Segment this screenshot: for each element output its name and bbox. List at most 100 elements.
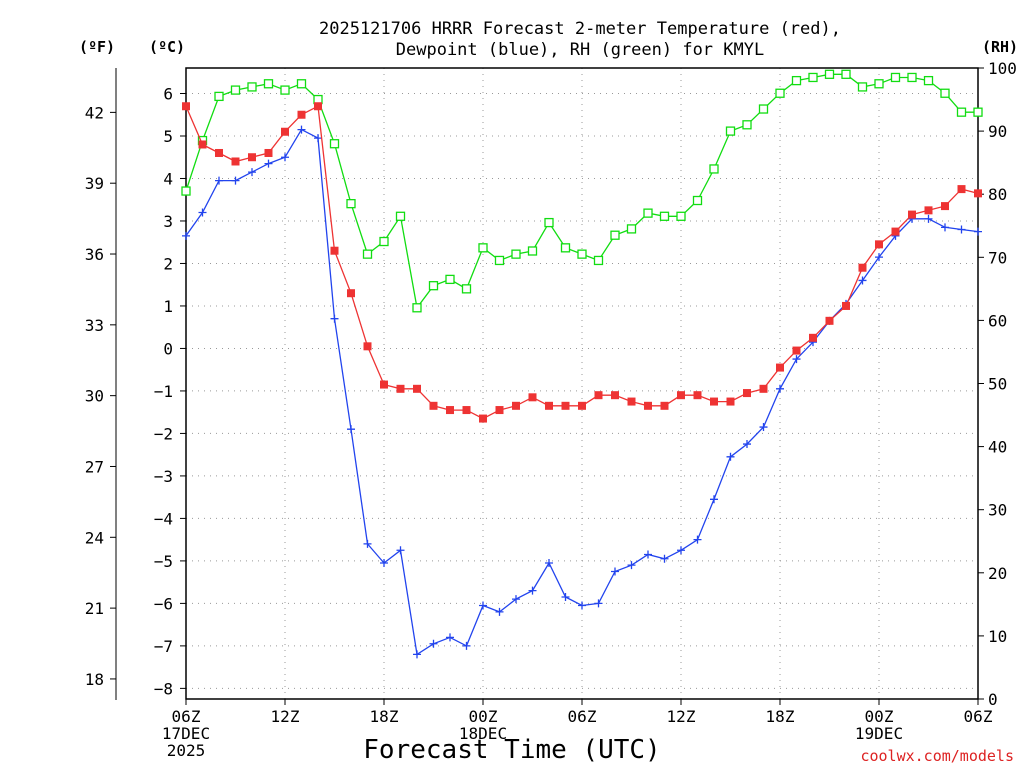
temperature-point: [512, 401, 520, 410]
rh-point: [857, 82, 868, 92]
time-tick-label: 12Z: [667, 707, 696, 726]
dewpoint-point: [941, 223, 949, 232]
dewpoint-point: [264, 159, 273, 168]
rh-point: [478, 243, 488, 253]
rh-tick-label: 80: [988, 185, 1007, 204]
rh-point: [775, 88, 785, 98]
dewpoint-point: [363, 539, 372, 548]
temperature-point: [891, 227, 900, 236]
rh-point: [692, 195, 703, 206]
temperature-point: [495, 406, 504, 415]
temperature-point: [347, 289, 355, 298]
rh-point: [742, 120, 752, 130]
temperature-point: [677, 391, 685, 400]
series-temperature: [182, 102, 982, 423]
rh-tick-label: 90: [988, 122, 1007, 141]
time-tick-label: 00Z: [469, 707, 498, 726]
celsius-tick-label: −4: [154, 509, 173, 528]
rh-point: [709, 164, 719, 174]
temperature-line: [185, 105, 979, 420]
dewpoint-point: [611, 567, 619, 576]
fahrenheit-tick-label: 33: [85, 316, 104, 335]
dewpoint-point: [792, 355, 801, 364]
rh-point: [725, 126, 736, 136]
temperature-point: [809, 333, 817, 342]
rh-point: [824, 69, 835, 79]
rh-point: [247, 82, 257, 92]
dewpoint-point: [231, 176, 240, 185]
dewpoint-point: [347, 425, 355, 434]
rh-point: [230, 85, 241, 95]
dewpoint-point: [759, 423, 768, 432]
temperature-point: [974, 189, 982, 198]
celsius-tick-label: −2: [154, 424, 173, 443]
temperature-point: [743, 389, 751, 398]
rh-point: [494, 255, 505, 266]
dewpoint-point: [578, 601, 586, 610]
temperature-point: [660, 401, 669, 410]
temperature-point: [611, 391, 619, 400]
rh-point: [659, 211, 670, 221]
dewpoint-point: [248, 168, 256, 177]
dewpoint-point: [677, 546, 685, 555]
dewpoint-point: [413, 650, 421, 659]
temperature-point: [479, 414, 487, 423]
temperature-point: [941, 202, 949, 211]
celsius-tick-label: 3: [163, 212, 173, 231]
temperature-point: [429, 401, 438, 410]
credit-label: coolwx.com/models: [860, 747, 1014, 765]
fahrenheit-tick-label: 36: [85, 245, 104, 264]
celsius-tick-label: 6: [163, 84, 173, 103]
dewpoint-point: [644, 550, 652, 559]
temperature-point: [330, 246, 339, 255]
temperature-point: [281, 127, 289, 136]
rh-unit-label: (RH): [982, 38, 1018, 56]
time-tick-label: 06Z: [568, 707, 597, 726]
temperature-point: [396, 384, 405, 393]
temperature-point: [561, 401, 570, 410]
dewpoint-point: [512, 595, 520, 604]
celsius-tick-label: 5: [163, 127, 173, 146]
celsius-unit-label: (ºC): [149, 38, 185, 56]
temperature-point: [594, 391, 603, 400]
rh-point: [511, 249, 521, 259]
time-tick-label: 19DEC: [855, 724, 903, 743]
dewpoint-point: [924, 214, 933, 223]
dewpoint-point: [314, 134, 322, 143]
temperature-point: [759, 384, 768, 393]
rh-point: [263, 79, 274, 89]
rh-point: [329, 139, 340, 149]
dewpoint-point: [858, 276, 867, 285]
rh-tick-label: 100: [988, 59, 1017, 78]
dewpoint-point: [627, 561, 636, 570]
rh-point: [296, 79, 307, 89]
rh-point: [610, 230, 620, 240]
dewpoint-point: [429, 639, 438, 648]
temperature-point: [182, 102, 190, 111]
dewpoint-point: [776, 384, 784, 393]
celsius-axis: 6 5 4 3 2 1 0 −1 −2 −3 −4 −5 −6 −7 −8: [154, 84, 186, 698]
dewpoint-point: [396, 546, 405, 555]
temperature-point: [545, 401, 553, 410]
rh-point: [280, 85, 290, 95]
temperature-point: [776, 363, 784, 372]
fahrenheit-tick-label: 21: [85, 599, 104, 618]
rh-point: [907, 72, 917, 83]
temperature-point: [710, 397, 718, 406]
time-tick-label: 12Z: [271, 707, 300, 726]
dewpoint-point: [743, 440, 751, 449]
celsius-tick-label: 2: [163, 254, 173, 273]
dewpoint-point: [198, 208, 207, 217]
temperature-point: [248, 153, 256, 162]
temperature-point: [957, 185, 966, 194]
dewpoint-point: [974, 227, 982, 236]
dewpoint-point: [561, 593, 570, 602]
dewpoint-point: [726, 452, 735, 461]
rh-point: [560, 243, 571, 253]
rh-point: [445, 274, 455, 285]
rh-tick-label: 10: [988, 627, 1007, 646]
temperature-point: [908, 210, 916, 219]
dewpoint-point: [446, 633, 454, 642]
rh-point: [874, 79, 884, 89]
